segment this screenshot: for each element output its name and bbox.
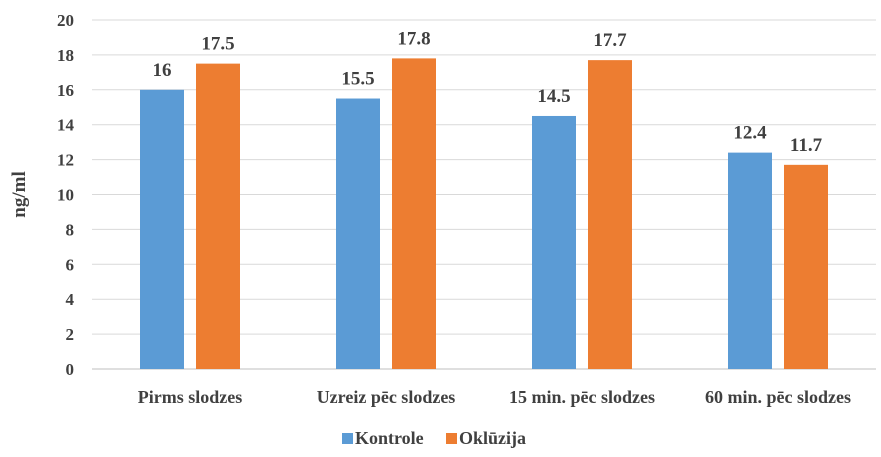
data-label: 14.5: [537, 86, 570, 107]
y-axis-ticks: 0 2 4 6 8 10 12 14 16 18 20: [57, 11, 75, 379]
y-tick-label: 2: [66, 325, 75, 344]
x-category-label: 15 min. pēc slodzes: [509, 387, 655, 407]
bar-kontrole: [728, 152, 772, 369]
data-label: 17.8: [397, 28, 430, 49]
y-tick-label: 8: [66, 220, 75, 239]
x-category-label: Pirms slodzes: [138, 387, 242, 407]
x-category-label: Uzreiz pēc slodzes: [317, 387, 456, 407]
y-tick-label: 10: [57, 186, 74, 205]
bar-okluzija: [196, 63, 240, 369]
bar-kontrole: [336, 98, 380, 370]
legend-swatch: [446, 433, 457, 444]
y-tick-label: 12: [57, 151, 74, 170]
legend-swatch: [342, 433, 353, 444]
data-label: 16: [153, 60, 172, 81]
data-labels: 16 17.5 15.5 17.8 14.5 17.7 12.4 11.7: [153, 28, 823, 155]
data-label: 11.7: [790, 135, 823, 156]
legend: Kontrole Oklūzija: [342, 428, 526, 448]
bar-kontrole: [140, 89, 184, 370]
legend-label: Kontrole: [355, 428, 424, 448]
y-tick-label: 16: [57, 81, 74, 100]
data-label: 12.4: [733, 123, 767, 144]
data-label: 15.5: [341, 69, 374, 90]
bars: [140, 58, 828, 370]
bar-okluzija: [784, 164, 828, 369]
y-tick-label: 18: [57, 46, 74, 65]
bar-kontrole: [532, 115, 576, 369]
y-tick-label: 0: [66, 360, 75, 379]
legend-label: Oklūzija: [459, 428, 526, 448]
bar-okluzija: [392, 58, 436, 369]
y-tick-label: 14: [57, 116, 75, 135]
data-label: 17.7: [593, 30, 627, 51]
y-tick-label: 20: [57, 11, 74, 30]
bar-okluzija: [588, 60, 632, 369]
y-tick-label: 4: [66, 290, 75, 309]
x-category-label: 60 min. pēc slodzes: [705, 387, 851, 407]
x-axis-categories: Pirms slodzes Uzreiz pēc slodzes 15 min. p…: [138, 387, 851, 407]
y-axis-title: ng/ml: [9, 171, 30, 217]
y-tick-label: 6: [66, 255, 75, 274]
data-label: 17.5: [201, 34, 234, 55]
